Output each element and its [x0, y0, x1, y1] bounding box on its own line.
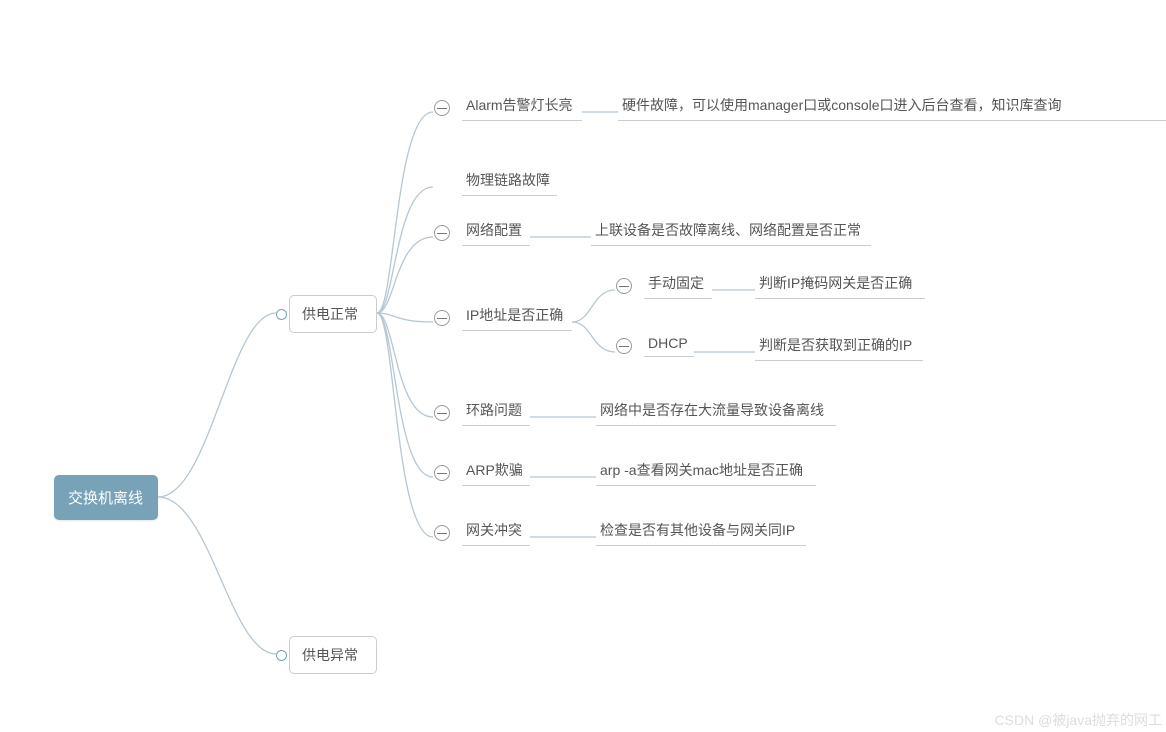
note-text: arp -a查看网关mac地址是否正确: [600, 462, 803, 478]
note-text: 网络中是否存在大流量导致设备离线: [600, 402, 824, 418]
leaf-alarm[interactable]: Alarm告警灯长亮: [462, 95, 582, 121]
root-label: 交换机离线: [68, 490, 143, 507]
note-dhcp: 判断是否获取到正确的IP: [755, 335, 923, 361]
collapse-icon[interactable]: [616, 278, 632, 294]
leaf-label: Alarm告警灯长亮: [466, 97, 573, 113]
leaf-label: ARP欺骗: [466, 462, 523, 478]
note-text: 上联设备是否故障离线、网络配置是否正常: [595, 222, 861, 238]
collapse-icon[interactable]: [434, 100, 450, 116]
leaf-label: 网关冲突: [466, 522, 522, 538]
branch-power-ng[interactable]: 供电异常: [289, 636, 377, 674]
note-netcfg: 上联设备是否故障离线、网络配置是否正常: [591, 220, 871, 246]
leaf-label: DHCP: [648, 335, 688, 351]
watermark-text: CSDN @被java抛弃的网工: [995, 710, 1162, 730]
leaf-arp[interactable]: ARP欺骗: [462, 460, 530, 486]
root-node[interactable]: 交换机离线: [54, 475, 158, 520]
leaf-label: 物理链路故障: [466, 172, 550, 188]
note-text: 硬件故障，可以使用manager口或console口进入后台查看，知识库查询: [622, 97, 1062, 113]
collapse-icon[interactable]: [616, 338, 632, 354]
leaf-label: 手动固定: [648, 275, 704, 291]
branch-power-ok[interactable]: 供电正常: [289, 295, 377, 333]
leaf-loop[interactable]: 环路问题: [462, 400, 530, 426]
branch-dot: [276, 309, 287, 320]
note-alarm: 硬件故障，可以使用manager口或console口进入后台查看，知识库查询: [618, 95, 1166, 121]
collapse-icon[interactable]: [434, 525, 450, 541]
note-arp: arp -a查看网关mac地址是否正确: [596, 460, 816, 486]
collapse-icon[interactable]: [434, 465, 450, 481]
branch-label: 供电正常: [302, 306, 358, 322]
leaf-gwconf[interactable]: 网关冲突: [462, 520, 530, 546]
note-text: 检查是否有其他设备与网关同IP: [600, 522, 795, 538]
note-manual: 判断IP掩码网关是否正确: [755, 273, 925, 299]
leaf-label: IP地址是否正确: [466, 307, 563, 323]
leaf-netcfg[interactable]: 网络配置: [462, 220, 530, 246]
note-loop: 网络中是否存在大流量导致设备离线: [596, 400, 836, 426]
note-gwconf: 检查是否有其他设备与网关同IP: [596, 520, 806, 546]
note-text: 判断是否获取到正确的IP: [759, 337, 912, 353]
collapse-icon[interactable]: [434, 405, 450, 421]
branch-dot: [276, 650, 287, 661]
leaf-label: 环路问题: [466, 402, 522, 418]
leaf-phylink[interactable]: 物理链路故障: [462, 170, 557, 196]
note-text: 判断IP掩码网关是否正确: [759, 275, 912, 291]
collapse-icon[interactable]: [434, 310, 450, 326]
collapse-icon[interactable]: [434, 225, 450, 241]
branch-label: 供电异常: [302, 647, 358, 663]
leaf-manual[interactable]: 手动固定: [644, 273, 712, 299]
leaf-label: 网络配置: [466, 222, 522, 238]
leaf-ipaddr[interactable]: IP地址是否正确: [462, 305, 572, 331]
leaf-dhcp[interactable]: DHCP: [644, 335, 694, 357]
